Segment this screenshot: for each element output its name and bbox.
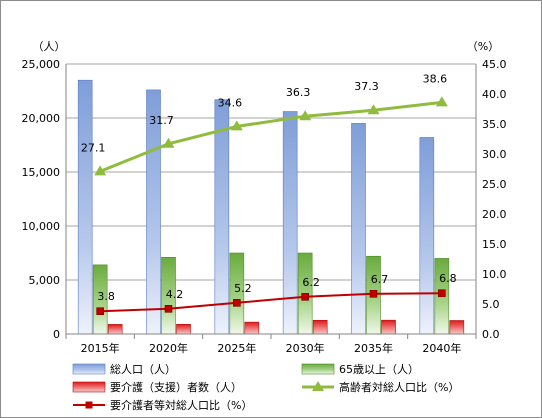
data-label-care-ratio: 6.2	[302, 276, 320, 289]
line-series-2	[100, 292, 442, 313]
data-label-elderly-ratio: 36.3	[286, 86, 311, 99]
bar-1	[351, 123, 366, 335]
right-tick-label: 45.0	[482, 58, 507, 71]
right-tick-label: 0.0	[482, 328, 500, 341]
lines	[94, 96, 448, 316]
left-tick-label: 25,000	[22, 58, 61, 71]
line-point-square	[369, 289, 378, 298]
legend-swatch	[301, 363, 335, 375]
right-axis-unit: （%）	[467, 40, 499, 53]
left-tick-label: 5,000	[29, 274, 61, 287]
line-point-triangle	[230, 120, 243, 131]
legend-swatch	[72, 363, 106, 375]
line-point-triangle	[367, 104, 380, 115]
legend-label: 高齢者対総人口比（%）	[339, 380, 459, 394]
right-tick-label: 15.0	[482, 238, 507, 251]
x-tick-label: 2030年	[286, 341, 325, 355]
bar-3	[449, 320, 465, 335]
right-tick-label: 10.0	[482, 268, 507, 281]
data-label-elderly-ratio: 27.1	[81, 141, 106, 154]
legend-label: 要介護者等対総人口比（%）	[110, 398, 252, 412]
legend-label: 65歳以上（人）	[339, 363, 419, 376]
data-label-care-ratio: 6.7	[371, 273, 389, 286]
x-tick-label: 2040年	[422, 341, 461, 355]
data-label-care-ratio: 6.8	[439, 272, 457, 285]
x-tick-label: 2035年	[354, 341, 393, 355]
line-point-triangle	[299, 110, 312, 121]
legend-label: 要介護（支援）者数（人）	[110, 380, 242, 394]
legend-marker	[85, 401, 93, 409]
line-point-triangle	[162, 137, 175, 148]
bars	[77, 79, 465, 335]
x-tick-label: 2025年	[217, 341, 256, 355]
legend-swatch	[72, 381, 106, 393]
x-tick-label: 2015年	[81, 341, 120, 355]
left-tick-label: 0	[53, 328, 60, 341]
right-tick-label: 25.0	[482, 178, 507, 191]
bar-3	[312, 319, 328, 335]
right-tick-label: 40.0	[482, 88, 507, 101]
right-tick-label: 30.0	[482, 148, 507, 161]
right-tick-label: 5.0	[482, 298, 500, 311]
line-point-square	[96, 307, 104, 316]
left-tick-label: 20,000	[22, 112, 61, 125]
data-label-elderly-ratio: 37.3	[354, 80, 379, 93]
data-label-elderly-ratio: 31.7	[149, 114, 174, 127]
data-label-elderly-ratio: 38.6	[423, 72, 448, 85]
line-point-square	[233, 298, 241, 307]
bar-1	[419, 137, 435, 335]
legend-marker	[312, 381, 324, 391]
line-point-triangle	[435, 96, 448, 107]
legend-label: 総人口（人）	[110, 362, 176, 376]
bar-3	[244, 321, 260, 335]
data-label-elderly-ratio: 34.6	[218, 96, 243, 109]
bar-1	[214, 99, 230, 335]
axes: 0 5,000 10,000 15,000 20,000 25,000 0.0 5.0 10.0…	[22, 40, 507, 355]
data-label-care-ratio: 3.8	[97, 290, 115, 303]
bar-3	[107, 324, 123, 335]
line-point-square	[438, 289, 446, 298]
bar-1	[282, 111, 298, 335]
bar-1	[77, 79, 93, 335]
data-labels: 27.1 31.7 34.6 36.3 37.3 38.6 3.8 4.2 5.2 6.2 6.7 6…	[81, 72, 457, 303]
left-tick-label: 10,000	[22, 220, 61, 233]
data-label-care-ratio: 5.2	[234, 282, 252, 295]
right-tick-label: 35.0	[482, 118, 507, 131]
line-point-square	[301, 292, 309, 301]
line-point-triangle	[94, 165, 107, 176]
left-tick-label: 15,000	[22, 166, 61, 179]
x-tick-label: 2020年	[149, 341, 188, 355]
line-series-1	[99, 100, 443, 173]
data-label-care-ratio: 4.2	[166, 288, 184, 301]
legend: 総人口（人） 65歳以上（人） 要介護（支援）者数（人） 高齢者対総人口比（%） 要介護…	[72, 362, 459, 412]
right-tick-label: 20.0	[482, 208, 507, 221]
bar-3	[381, 319, 396, 335]
line-point-square	[164, 304, 173, 313]
bar-3	[176, 323, 191, 335]
left-axis-unit: （人）	[33, 40, 66, 53]
